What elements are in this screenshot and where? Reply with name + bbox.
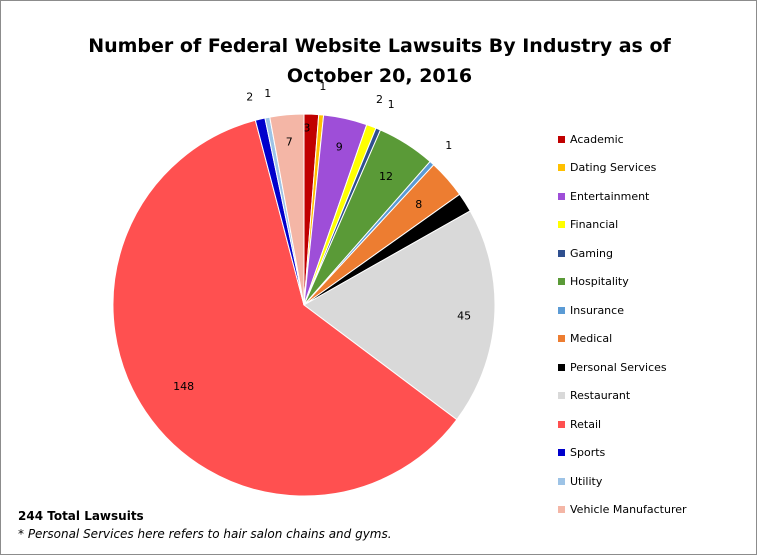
pie-slice-retail xyxy=(112,119,458,497)
legend-label: Medical xyxy=(570,332,613,346)
chart-title-line-2: October 20, 2016 xyxy=(286,65,473,87)
legend-item-entertainment: Entertainment xyxy=(558,182,687,211)
legend-item-medical: Medical xyxy=(558,325,687,354)
legend-swatch xyxy=(558,221,565,229)
legend-item-retail: Retail xyxy=(558,410,687,439)
legend-item-insurance: Insurance xyxy=(558,296,687,325)
legend-item-academic: Academic xyxy=(558,125,687,154)
legend-swatch xyxy=(558,135,565,143)
legend-label: Gaming xyxy=(570,246,613,260)
legend-swatch xyxy=(558,278,565,286)
data-label-dating-services: 1 xyxy=(319,80,326,93)
legend-label: Restaurant xyxy=(570,389,631,403)
legend-swatch xyxy=(558,335,565,343)
legend-swatch xyxy=(558,249,565,257)
legend-item-restaurant: Restaurant xyxy=(558,382,687,411)
pie-slice-vehicle-manufacturer xyxy=(269,113,305,306)
legend-item-financial: Financial xyxy=(558,211,687,240)
legend-label: Personal Services xyxy=(570,360,667,374)
total-lawsuits-note: 244 Total Lawsuits xyxy=(18,509,144,523)
data-label-utility: 1 xyxy=(264,87,271,100)
legend-item-vehicle-manufacturer: Vehicle Manufacturer xyxy=(558,496,687,525)
legend-item-personal-services: Personal Services xyxy=(558,353,687,382)
legend-swatch xyxy=(558,420,565,428)
legend-item-hospitality: Hospitality xyxy=(558,268,687,297)
legend-label: Entertainment xyxy=(570,189,650,203)
legend-item-gaming: Gaming xyxy=(558,239,687,268)
legend-label: Dating Services xyxy=(570,161,657,175)
legend-swatch xyxy=(558,477,565,485)
legend-item-utility: Utility xyxy=(558,467,687,496)
legend-swatch xyxy=(558,392,565,400)
data-label-financial: 2 xyxy=(376,93,383,106)
pie-slice-restaurant xyxy=(303,210,496,421)
legend-label: Retail xyxy=(570,417,602,431)
footnote: * Personal Services here refers to hair … xyxy=(18,527,392,541)
data-label-gaming: 1 xyxy=(388,98,395,111)
legend-swatch xyxy=(558,506,565,514)
data-label-insurance: 1 xyxy=(445,139,452,152)
data-label-restaurant: 45 xyxy=(457,309,471,322)
chart-title-line-1: Number of Federal Website Lawsuits By In… xyxy=(88,35,671,57)
data-label-medical: 8 xyxy=(415,198,422,211)
data-label-entertainment: 9 xyxy=(336,141,343,154)
legend-item-dating-services: Dating Services xyxy=(558,154,687,183)
data-label-retail: 148 xyxy=(173,380,194,393)
legend-label: Academic xyxy=(570,132,624,146)
legend-swatch xyxy=(558,449,565,457)
legend-swatch xyxy=(558,164,565,172)
legend-label: Sports xyxy=(570,446,606,460)
legend-label: Vehicle Manufacturer xyxy=(570,503,687,517)
legend-swatch xyxy=(558,192,565,200)
legend-swatch xyxy=(558,363,565,371)
legend-label: Financial xyxy=(570,218,619,232)
data-label-hospitality: 12 xyxy=(379,170,393,183)
legend-item-sports: Sports xyxy=(558,439,687,468)
data-label-academic: 3 xyxy=(303,122,310,135)
data-label-vehicle-manufacturer: 7 xyxy=(286,135,293,148)
legend-swatch xyxy=(558,306,565,314)
legend-label: Hospitality xyxy=(570,275,629,289)
chart-title: Number of Federal Website Lawsuits By In… xyxy=(1,31,757,91)
chart-legend: Academic Dating Services Entertainment Fina… xyxy=(558,125,687,524)
legend-label: Insurance xyxy=(570,303,624,317)
data-label-sports: 2 xyxy=(246,91,253,104)
legend-label: Utility xyxy=(570,474,603,488)
